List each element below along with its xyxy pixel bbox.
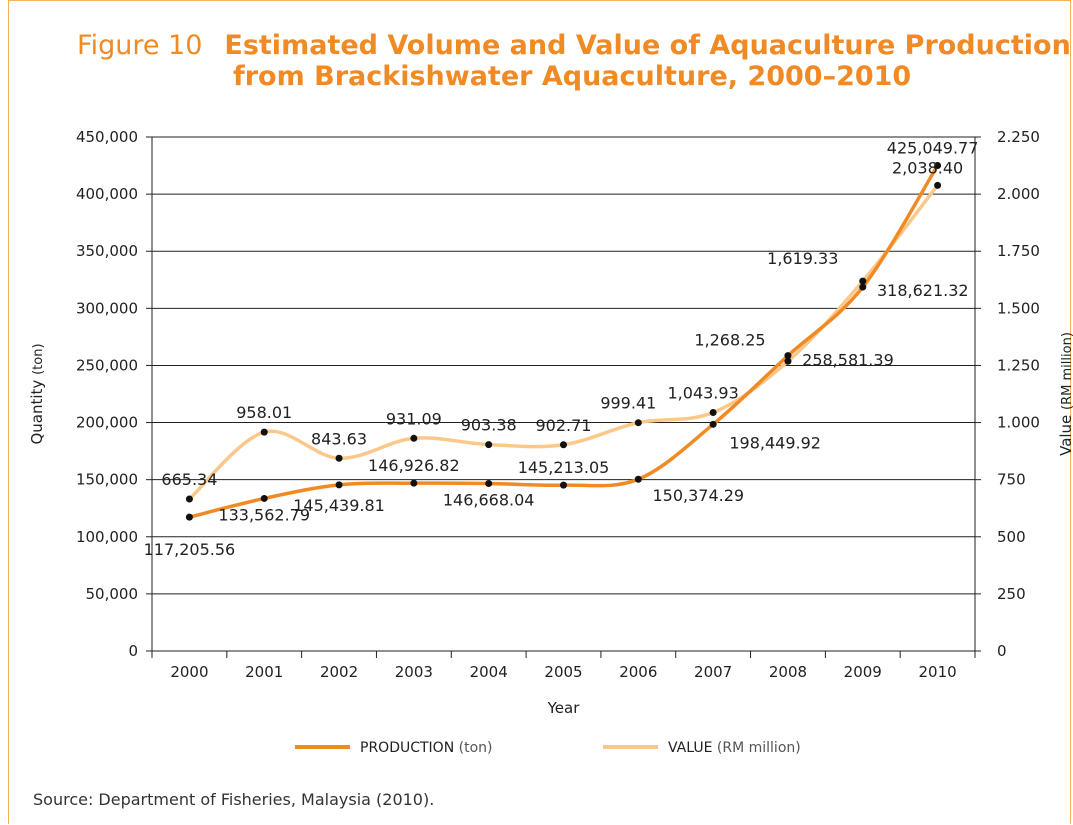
production-data-label: 117,205.56 bbox=[144, 540, 236, 559]
production-data-label: 150,374.29 bbox=[653, 486, 745, 505]
x-tick-label: 2009 bbox=[844, 663, 882, 681]
y-tick-label-left: 100,000 bbox=[76, 528, 138, 546]
value-data-label: 999.41 bbox=[600, 394, 656, 413]
y-tick-label-right: 2.000 bbox=[997, 185, 1040, 203]
y-tick-label-right: 1.250 bbox=[997, 356, 1040, 374]
x-tick-label: 2003 bbox=[395, 663, 433, 681]
x-tick-label: 2005 bbox=[544, 663, 582, 681]
legend-label-production: PRODUCTION (ton) bbox=[360, 740, 492, 756]
y-tick-label-left: 250,000 bbox=[76, 356, 138, 374]
legend-label-value: VALUE (RM million) bbox=[668, 740, 801, 756]
x-tick-label: 2008 bbox=[769, 663, 807, 681]
production-data-label: 198,449.92 bbox=[729, 433, 821, 452]
value-data-label: 1,043.93 bbox=[668, 384, 739, 403]
x-tick-label: 2002 bbox=[320, 663, 358, 681]
value-point bbox=[560, 441, 567, 448]
legend: PRODUCTION (ton) VALUE (RM million) bbox=[295, 740, 801, 756]
value-series-line bbox=[189, 185, 937, 499]
value-data-label: 903.38 bbox=[461, 416, 517, 435]
y-tick-label-right: 0 bbox=[997, 642, 1007, 660]
value-data-label: 931.09 bbox=[386, 409, 442, 428]
value-data-label: 902.71 bbox=[536, 416, 592, 435]
value-data-label: 2,038.40 bbox=[892, 158, 963, 177]
value-data-label: 665.34 bbox=[161, 470, 217, 489]
production-point bbox=[710, 421, 717, 428]
y-tick-label-right: 1.000 bbox=[997, 414, 1040, 432]
y-tick-label-left: 350,000 bbox=[76, 242, 138, 260]
y-tick-label-left: 0 bbox=[128, 642, 138, 660]
y-tick-label-left: 150,000 bbox=[76, 471, 138, 489]
production-point bbox=[859, 284, 866, 291]
production-point bbox=[784, 352, 791, 359]
production-data-label: 145,213.05 bbox=[518, 458, 610, 477]
production-data-label: 318,621.32 bbox=[877, 281, 969, 300]
production-point bbox=[485, 480, 492, 487]
y-axis-title-left: Quantity (ton) bbox=[28, 343, 46, 444]
production-data-label: 258,581.39 bbox=[802, 351, 894, 370]
y-tick-label-right: 500 bbox=[997, 528, 1026, 546]
x-tick-label: 2006 bbox=[619, 663, 657, 681]
value-point bbox=[410, 435, 417, 442]
value-point bbox=[485, 441, 492, 448]
y-tick-label-right: 250 bbox=[997, 585, 1026, 603]
y-tick-label-left: 200,000 bbox=[76, 414, 138, 432]
y-tick-label-left: 50,000 bbox=[86, 585, 139, 603]
production-point bbox=[336, 481, 343, 488]
production-data-label: 425,049.77 bbox=[887, 138, 979, 157]
value-point bbox=[635, 419, 642, 426]
y-tick-label-right: 2.250 bbox=[997, 128, 1040, 146]
source-note: Source: Department of Fisheries, Malaysi… bbox=[33, 790, 434, 809]
value-point bbox=[261, 429, 268, 436]
value-point bbox=[859, 278, 866, 285]
production-point bbox=[261, 495, 268, 502]
value-point bbox=[336, 455, 343, 462]
production-data-label: 146,926.82 bbox=[368, 456, 460, 475]
y-tick-label-right: 1.750 bbox=[997, 242, 1040, 260]
y-axis-title-right: Value (RM million) bbox=[1057, 332, 1073, 456]
value-point bbox=[710, 409, 717, 416]
production-data-label: 145,439.81 bbox=[293, 496, 385, 515]
production-point bbox=[410, 480, 417, 487]
x-axis-title: Year bbox=[547, 699, 581, 717]
x-tick-label: 2000 bbox=[170, 663, 208, 681]
production-point bbox=[560, 482, 567, 489]
x-tick-label: 2007 bbox=[694, 663, 732, 681]
production-point bbox=[186, 514, 193, 521]
production-data-label: 146,668.04 bbox=[443, 490, 535, 509]
x-tick-label: 2004 bbox=[470, 663, 508, 681]
x-tick-label: 2010 bbox=[918, 663, 956, 681]
y-tick-label-left: 300,000 bbox=[76, 299, 138, 317]
y-tick-label-right: 1.500 bbox=[997, 299, 1040, 317]
y-tick-label-left: 450,000 bbox=[76, 128, 138, 146]
value-data-label: 1,268.25 bbox=[694, 330, 765, 349]
value-data-label: 958.01 bbox=[236, 403, 292, 422]
production-point bbox=[635, 476, 642, 483]
y-tick-label-right: 750 bbox=[997, 471, 1026, 489]
x-tick-label: 2001 bbox=[245, 663, 283, 681]
value-data-label: 843.63 bbox=[311, 429, 367, 448]
value-point bbox=[934, 182, 941, 189]
y-tick-label-left: 400,000 bbox=[76, 185, 138, 203]
value-data-label: 1,619.33 bbox=[767, 249, 838, 268]
value-point bbox=[186, 496, 193, 503]
